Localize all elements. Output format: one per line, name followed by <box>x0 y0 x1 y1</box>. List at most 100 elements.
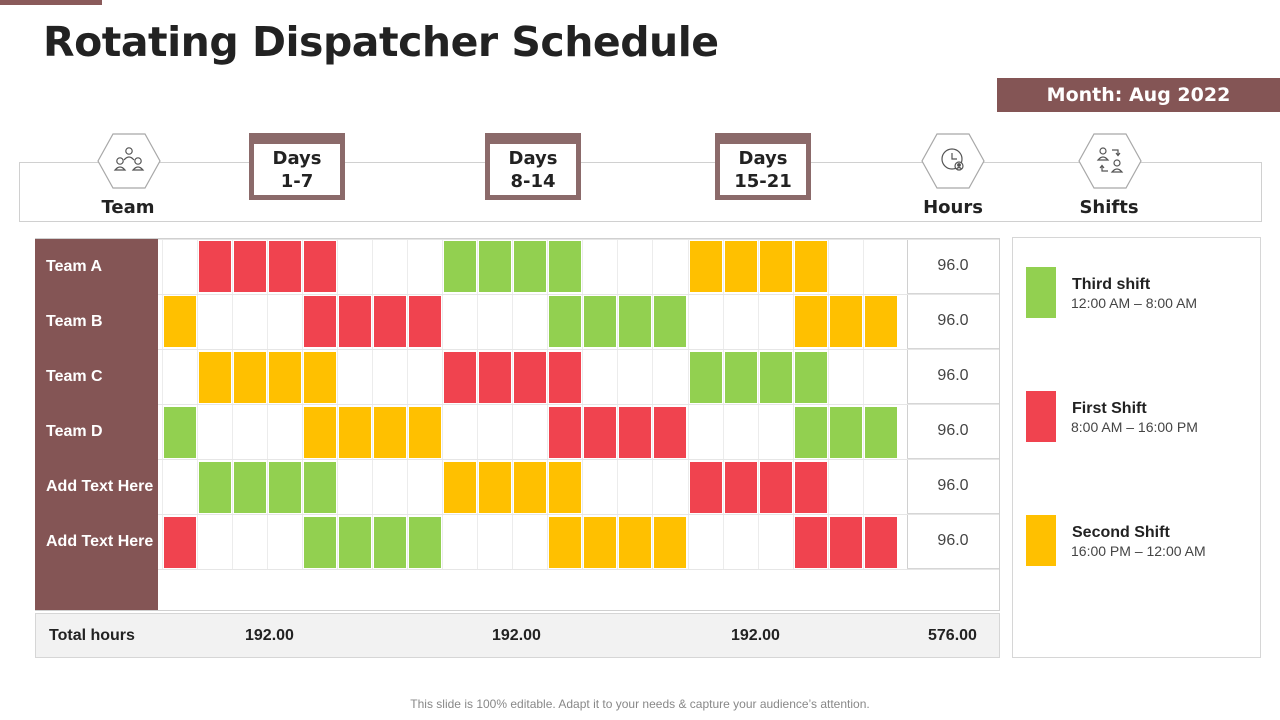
shift-cell <box>619 407 651 458</box>
shift-cell <box>549 407 581 458</box>
days-8-14-line2: 8-14 <box>510 170 556 192</box>
shift-cell <box>760 241 792 292</box>
shift-cell <box>304 352 336 403</box>
shift-cell <box>409 407 441 458</box>
days-8-14-header: Days 8-14 <box>485 133 581 200</box>
shift-cell <box>584 407 616 458</box>
shift-cell <box>234 462 266 513</box>
shift-cell <box>760 462 792 513</box>
legend-swatch-first <box>1026 391 1056 442</box>
top-accent-bar <box>0 0 102 5</box>
shift-cell <box>619 296 651 347</box>
team-hours-value: 96.0 <box>907 239 999 294</box>
grid-row-line <box>158 294 999 295</box>
shifts-header-label: Shifts <box>1079 197 1139 218</box>
shift-cell <box>339 407 371 458</box>
shift-cell <box>795 241 827 292</box>
shift-cell <box>479 241 511 292</box>
footer-note: This slide is 100% editable. Adapt it to… <box>410 697 870 711</box>
shift-cell <box>164 407 196 458</box>
shift-cell <box>409 517 441 568</box>
shift-cell <box>304 462 336 513</box>
hours-header-label: Hours <box>923 197 983 218</box>
team-header-label: Team <box>101 197 155 218</box>
shift-cell <box>374 517 406 568</box>
legend-swatch-second <box>1026 515 1056 566</box>
shift-cell <box>304 517 336 568</box>
legend-title-second: Second Shift <box>1072 524 1170 541</box>
shift-cell <box>514 462 546 513</box>
shift-cell <box>514 241 546 292</box>
legend-title-first: First Shift <box>1072 400 1147 417</box>
total-grand: 576.00 <box>928 626 977 644</box>
shift-cell <box>865 517 897 568</box>
shift-cell <box>690 241 722 292</box>
shift-cell <box>444 462 476 513</box>
team-row-label: Team A <box>46 257 103 275</box>
team-hours-value: 96.0 <box>907 404 999 459</box>
shift-cell <box>304 407 336 458</box>
shift-cell <box>444 352 476 403</box>
shift-cell <box>374 296 406 347</box>
shift-cell <box>269 462 301 513</box>
team-hours-value: 96.0 <box>907 294 999 349</box>
days-1-7-line2: 1-7 <box>280 170 314 192</box>
grid-row-line <box>158 239 999 240</box>
shift-swap-icon <box>1078 133 1142 189</box>
shift-cell <box>690 352 722 403</box>
team-icon <box>97 133 161 189</box>
total-hours-label: Total hours <box>49 626 135 644</box>
shift-cell <box>479 352 511 403</box>
shift-cell <box>549 296 581 347</box>
shift-cell <box>304 296 336 347</box>
shift-cell <box>304 241 336 292</box>
days-15-21-header: Days 15-21 <box>715 133 811 200</box>
shift-cell <box>865 296 897 347</box>
legend-time-second: 16:00 PM – 12:00 AM <box>1071 543 1206 559</box>
shift-cell <box>549 517 581 568</box>
shift-cell <box>164 296 196 347</box>
shift-cell <box>865 407 897 458</box>
total-days-1-7: 192.00 <box>245 626 294 644</box>
shift-cell <box>654 517 686 568</box>
team-hours-value: 96.0 <box>907 459 999 514</box>
shift-cell <box>269 352 301 403</box>
shift-cell <box>199 241 231 292</box>
team-row-label: Add Text Here <box>46 477 154 495</box>
days-1-7-header: Days 1-7 <box>249 133 345 200</box>
grid-row-line <box>158 404 999 405</box>
shift-cell <box>549 352 581 403</box>
team-hours-value: 96.0 <box>907 514 999 569</box>
shift-cell <box>795 352 827 403</box>
shift-cell <box>830 517 862 568</box>
grid-row-line <box>158 349 999 350</box>
shift-cell <box>619 517 651 568</box>
grid-row-line <box>158 459 999 460</box>
shift-cell <box>374 407 406 458</box>
shift-cell <box>549 462 581 513</box>
clock-icon <box>921 133 985 189</box>
legend-time-third: 12:00 AM – 8:00 AM <box>1071 295 1198 311</box>
team-row-label: Add Text Here <box>46 532 154 550</box>
shift-cell <box>269 241 301 292</box>
month-badge: Month: Aug 2022 <box>997 78 1280 112</box>
legend-swatch-third <box>1026 267 1056 318</box>
team-row-label: Team B <box>46 312 103 330</box>
shift-cell <box>654 407 686 458</box>
shift-cell <box>164 517 196 568</box>
shift-cell <box>514 352 546 403</box>
shift-cell <box>725 352 757 403</box>
shift-cell <box>795 517 827 568</box>
shift-cell <box>725 462 757 513</box>
shift-cell <box>234 241 266 292</box>
shift-cell <box>199 352 231 403</box>
days-15-21-line1: Days <box>738 147 788 169</box>
shift-cell <box>725 241 757 292</box>
shift-cell <box>795 407 827 458</box>
shift-cell <box>549 241 581 292</box>
total-days-8-14: 192.00 <box>492 626 541 644</box>
team-row-label: Team D <box>46 422 103 440</box>
legend-title-third: Third shift <box>1072 276 1151 293</box>
header-band <box>19 162 1262 222</box>
days-1-7-line1: Days <box>272 147 322 169</box>
